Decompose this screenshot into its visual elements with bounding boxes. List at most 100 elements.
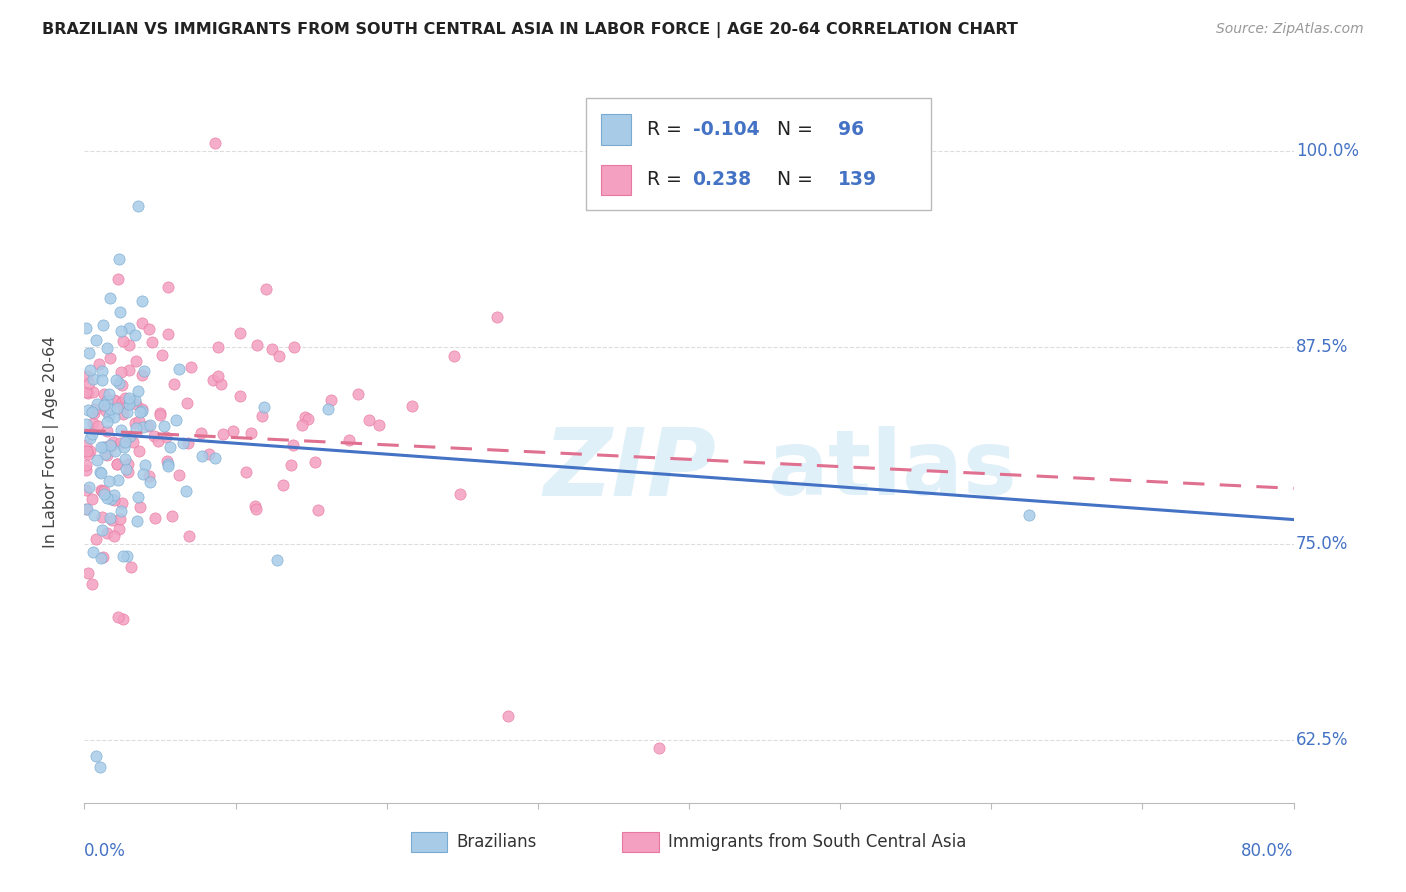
Point [114,435,136,450]
Point [202,373,225,387]
Point [190,426,212,441]
Point [174,484,197,499]
Point [177,529,200,543]
Point [149,405,172,419]
Point [82,544,104,558]
Point [131,404,153,418]
Point [77,376,100,390]
Point [89,465,111,479]
Point [75,458,97,472]
Point [132,364,155,378]
Point [128,444,150,458]
FancyBboxPatch shape [411,831,447,852]
Point [141,334,163,349]
Point [207,340,229,354]
Text: 80.0%: 80.0% [1241,842,1294,860]
Point [125,397,148,411]
Point [98,409,121,424]
Point [291,417,314,432]
Point [211,376,233,391]
Text: R =: R = [647,120,688,139]
Point [93,440,115,454]
Point [87,419,110,434]
Point [131,368,153,382]
Point [1018,508,1040,523]
Point [163,376,186,391]
Point [131,467,153,482]
Point [86,453,108,467]
Point [84,532,107,546]
Point [115,549,138,564]
Text: N =: N = [765,170,818,189]
Point [90,364,112,378]
Point [75,320,97,334]
Point [76,444,98,458]
FancyBboxPatch shape [600,165,631,195]
Point [82,416,104,430]
Point [156,327,179,342]
Point [243,500,266,514]
Point [127,490,149,504]
Point [294,410,316,425]
Point [110,504,132,518]
Point [212,427,235,442]
Point [138,475,160,489]
Point [246,338,269,352]
Point [108,435,131,450]
Point [127,384,149,398]
Point [79,443,101,458]
Point [204,136,226,150]
Point [118,337,141,351]
Point [146,434,169,448]
Point [316,402,339,417]
Point [367,417,389,432]
Point [90,373,112,387]
Point [94,440,117,454]
Point [77,386,100,401]
Text: 87.5%: 87.5% [1296,338,1348,356]
Point [280,458,302,473]
Point [108,512,131,526]
Point [100,439,122,453]
Text: 96: 96 [838,120,863,139]
Point [496,709,519,723]
Point [84,333,107,347]
Point [118,321,141,335]
Point [98,438,121,452]
Point [101,513,124,527]
Point [143,428,166,442]
Point [107,609,129,624]
Point [117,457,139,471]
Point [103,488,125,502]
Point [104,444,127,458]
Point [108,305,131,319]
Text: 100.0%: 100.0% [1296,142,1360,160]
Point [157,457,180,471]
Point [155,430,177,444]
Point [228,389,250,403]
Point [131,294,153,309]
Point [115,462,138,476]
Point [124,327,146,342]
Point [93,386,115,401]
Point [96,394,118,409]
Point [77,566,100,580]
Point [96,491,118,506]
Point [254,282,277,296]
Point [117,405,139,419]
Point [83,406,105,420]
Point [172,435,194,450]
Point [304,455,326,469]
Point [347,387,370,401]
Point [207,368,229,383]
Point [132,420,155,434]
Point [131,316,153,330]
Text: Source: ZipAtlas.com: Source: ZipAtlas.com [1216,22,1364,37]
Point [283,340,305,354]
Point [96,342,118,356]
Point [96,392,118,406]
Text: -0.104: -0.104 [693,120,759,139]
Point [120,559,142,574]
Point [281,437,304,451]
Point [98,291,121,305]
